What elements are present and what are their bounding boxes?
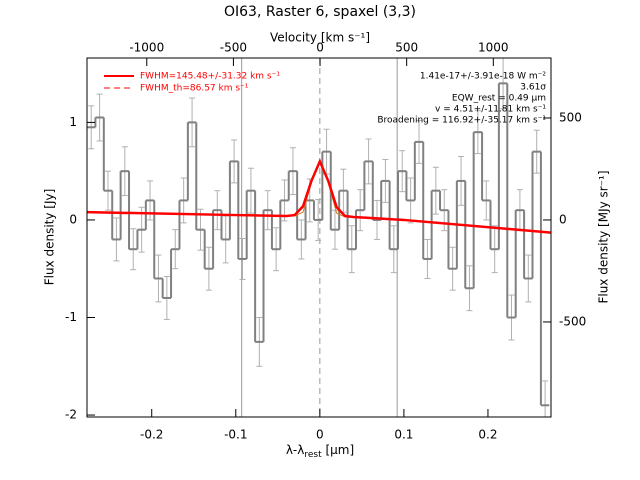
- annotation: v = 4.51+/-11.81 km s⁻¹: [435, 105, 546, 115]
- legend-label: FWHM_th=86.57 km s⁻¹: [140, 84, 249, 94]
- x-axis-label: λ-λrest [μm]: [286, 443, 354, 460]
- y2-tick-label: -500: [559, 314, 586, 328]
- annotation: 3.61σ: [520, 83, 546, 93]
- plot-area: [87, 58, 551, 417]
- x2-tick-label: 1000: [478, 41, 509, 55]
- x-label-sub: rest: [304, 450, 322, 460]
- x2-tick-label: -1000: [129, 41, 164, 55]
- legend-label: FWHM=145.48+/-31.32 km s⁻¹: [140, 72, 280, 82]
- annotation: 1.41e-17+/-3.91e-18 W m⁻²: [420, 72, 547, 82]
- x-label-main: λ-λ: [286, 443, 305, 457]
- y-tick-label: 1: [69, 115, 77, 129]
- annotation: EQW_rest = 0.49 μm: [452, 94, 546, 104]
- x-tick-label: -0.2: [140, 428, 163, 442]
- y2-tick-label: 500: [559, 110, 582, 124]
- x-tick-label: -0.1: [224, 428, 247, 442]
- y2-axis-label: Flux density [MJy sr⁻¹]: [597, 170, 611, 303]
- y-axis-label: Flux density [Jy]: [43, 189, 57, 286]
- annotation: Broadening = 116.92+/-35.17 km s⁻¹: [377, 116, 546, 126]
- x2-tick-label: 500: [395, 41, 418, 55]
- x-tick-label: 0.1: [394, 428, 413, 442]
- chart-title: OI63, Raster 6, spaxel (3,3): [224, 4, 416, 20]
- axes-frame: [86, 57, 552, 418]
- y-tick-label: 0: [69, 212, 77, 226]
- fit-curve: [87, 158, 551, 234]
- y2-tick-label: 0: [559, 212, 567, 226]
- x2-axis-label: Velocity [km s⁻¹]: [270, 31, 370, 45]
- x-tick-label: 0.2: [478, 428, 497, 442]
- x2-tick-label: -500: [220, 41, 247, 55]
- y-tick-label: -1: [65, 310, 77, 324]
- x-tick-label: 0: [316, 428, 324, 442]
- y-tick-label: -2: [65, 408, 77, 422]
- x-label-unit: [μm]: [322, 443, 355, 457]
- x2-tick-label: 0: [316, 41, 324, 55]
